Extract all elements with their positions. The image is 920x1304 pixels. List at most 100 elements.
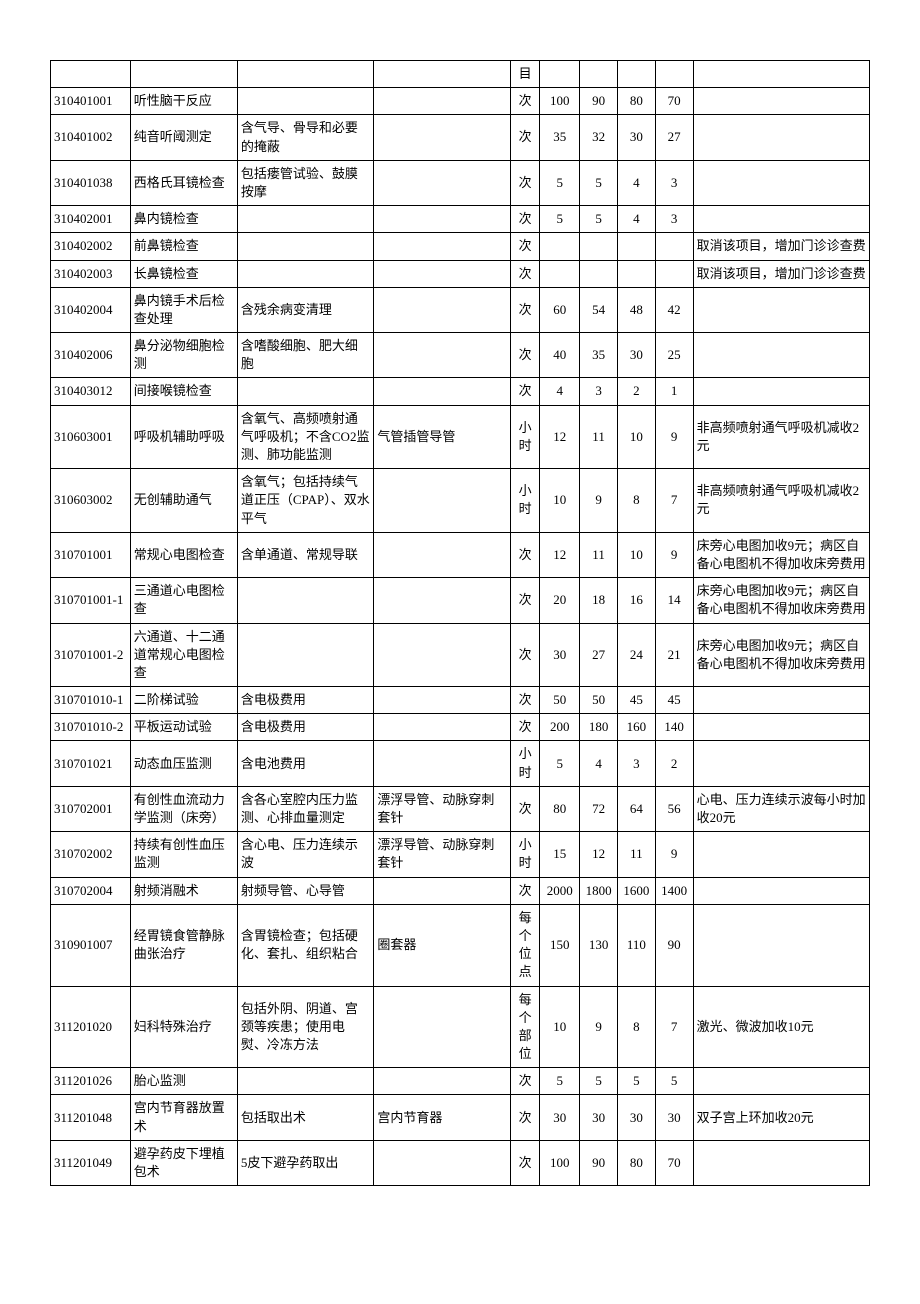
table-row: 310401001听性脑干反应次100908070 (51, 88, 870, 115)
cell-p1: 30 (540, 1095, 580, 1140)
cell-p4: 5 (655, 1068, 693, 1095)
cell-p4: 90 (655, 904, 693, 986)
cell-unit: 次 (510, 378, 539, 405)
cell-note (693, 88, 869, 115)
cell-p4: 70 (655, 88, 693, 115)
cell-p2: 30 (580, 1095, 618, 1140)
cell-name: 持续有创性血压监测 (130, 832, 237, 877)
cell-aux (374, 160, 511, 205)
table-row: 310402002前鼻镜检查次取消该项目，增加门诊诊查费 (51, 233, 870, 260)
cell-unit: 次 (510, 532, 539, 577)
cell-p1: 10 (540, 986, 580, 1068)
cell-unit: 小时 (510, 469, 539, 533)
table-row: 310701001-1三通道心电图检查次20181614床旁心电图加收9元；病区… (51, 578, 870, 623)
cell-p2 (580, 233, 618, 260)
cell-aux: 气管插管导管 (374, 405, 511, 469)
cell-code (51, 61, 131, 88)
cell-p2: 12 (580, 832, 618, 877)
cell-p4: 25 (655, 333, 693, 378)
cell-desc: 含胃镜检查；包括硬化、套扎、组织粘合 (237, 904, 374, 986)
cell-p3: 64 (617, 786, 655, 831)
cell-note: 心电、压力连续示波每小时加收20元 (693, 786, 869, 831)
cell-name: 射频消融术 (130, 877, 237, 904)
cell-note (693, 741, 869, 786)
table-row: 310402004鼻内镜手术后检查处理含残余病变清理次60544842 (51, 287, 870, 332)
cell-aux (374, 532, 511, 577)
cell-note (693, 160, 869, 205)
cell-p1: 2000 (540, 877, 580, 904)
cell-p3: 4 (617, 160, 655, 205)
cell-p2: 11 (580, 405, 618, 469)
cell-desc: 5皮下避孕药取出 (237, 1140, 374, 1185)
cell-desc: 包括瘘管试验、鼓膜按摩 (237, 160, 374, 205)
cell-p1: 10 (540, 469, 580, 533)
table-row: 310402006鼻分泌物细胞检测含嗜酸细胞、肥大细胞次40353025 (51, 333, 870, 378)
cell-name (130, 61, 237, 88)
cell-desc: 含各心室腔内压力监测、心排血量测定 (237, 786, 374, 831)
cell-aux (374, 741, 511, 786)
cell-note (693, 877, 869, 904)
cell-p1: 150 (540, 904, 580, 986)
cell-code: 311201020 (51, 986, 131, 1068)
cell-p3: 5 (617, 1068, 655, 1095)
cell-unit: 次 (510, 578, 539, 623)
cell-p1: 20 (540, 578, 580, 623)
cell-p1: 200 (540, 714, 580, 741)
cell-code: 310402001 (51, 206, 131, 233)
cell-p3: 80 (617, 1140, 655, 1185)
cell-note: 取消该项目，增加门诊诊查费 (693, 260, 869, 287)
cell-p3: 10 (617, 532, 655, 577)
table-row: 310603002无创辅助通气含氧气；包括持续气道正压（CPAP）、双水平气小时… (51, 469, 870, 533)
cell-p4: 14 (655, 578, 693, 623)
cell-aux (374, 714, 511, 741)
cell-aux (374, 115, 511, 160)
cell-aux (374, 233, 511, 260)
cell-unit: 次 (510, 88, 539, 115)
cell-unit: 次 (510, 206, 539, 233)
cell-p3: 24 (617, 623, 655, 687)
cell-p1: 80 (540, 786, 580, 831)
cell-p3 (617, 260, 655, 287)
cell-p3: 80 (617, 88, 655, 115)
cell-desc: 包括外阴、阴道、宫颈等疾患；使用电熨、冷冻方法 (237, 986, 374, 1068)
cell-note: 激光、微波加收10元 (693, 986, 869, 1068)
cell-code: 310401002 (51, 115, 131, 160)
cell-p4: 3 (655, 160, 693, 205)
cell-p4: 21 (655, 623, 693, 687)
cell-name: 长鼻镜检查 (130, 260, 237, 287)
cell-code: 310402003 (51, 260, 131, 287)
cell-aux: 圈套器 (374, 904, 511, 986)
cell-p4: 1400 (655, 877, 693, 904)
cell-unit: 次 (510, 1095, 539, 1140)
cell-aux (374, 287, 511, 332)
cell-desc (237, 206, 374, 233)
cell-name: 动态血压监测 (130, 741, 237, 786)
cell-p4: 140 (655, 714, 693, 741)
cell-p1: 35 (540, 115, 580, 160)
cell-code: 310402004 (51, 287, 131, 332)
cell-unit: 次 (510, 115, 539, 160)
cell-code: 311201048 (51, 1095, 131, 1140)
cell-unit: 小时 (510, 741, 539, 786)
cell-name: 避孕药皮下埋植包术 (130, 1140, 237, 1185)
table-row: 310702004射频消融术射频导管、心导管次2000180016001400 (51, 877, 870, 904)
cell-p4: 9 (655, 405, 693, 469)
cell-p4: 70 (655, 1140, 693, 1185)
cell-p2: 130 (580, 904, 618, 986)
cell-p4: 56 (655, 786, 693, 831)
cell-p3: 30 (617, 115, 655, 160)
cell-name: 无创辅助通气 (130, 469, 237, 533)
cell-p3: 30 (617, 1095, 655, 1140)
cell-p1: 5 (540, 160, 580, 205)
cell-desc: 包括取出术 (237, 1095, 374, 1140)
cell-unit: 次 (510, 687, 539, 714)
cell-p3: 4 (617, 206, 655, 233)
cell-note (693, 206, 869, 233)
cell-p3: 1600 (617, 877, 655, 904)
cell-code: 310701010-1 (51, 687, 131, 714)
cell-unit: 次 (510, 333, 539, 378)
cell-p2: 32 (580, 115, 618, 160)
cell-p4: 7 (655, 986, 693, 1068)
cell-p4: 45 (655, 687, 693, 714)
cell-name: 呼吸机辅助呼吸 (130, 405, 237, 469)
